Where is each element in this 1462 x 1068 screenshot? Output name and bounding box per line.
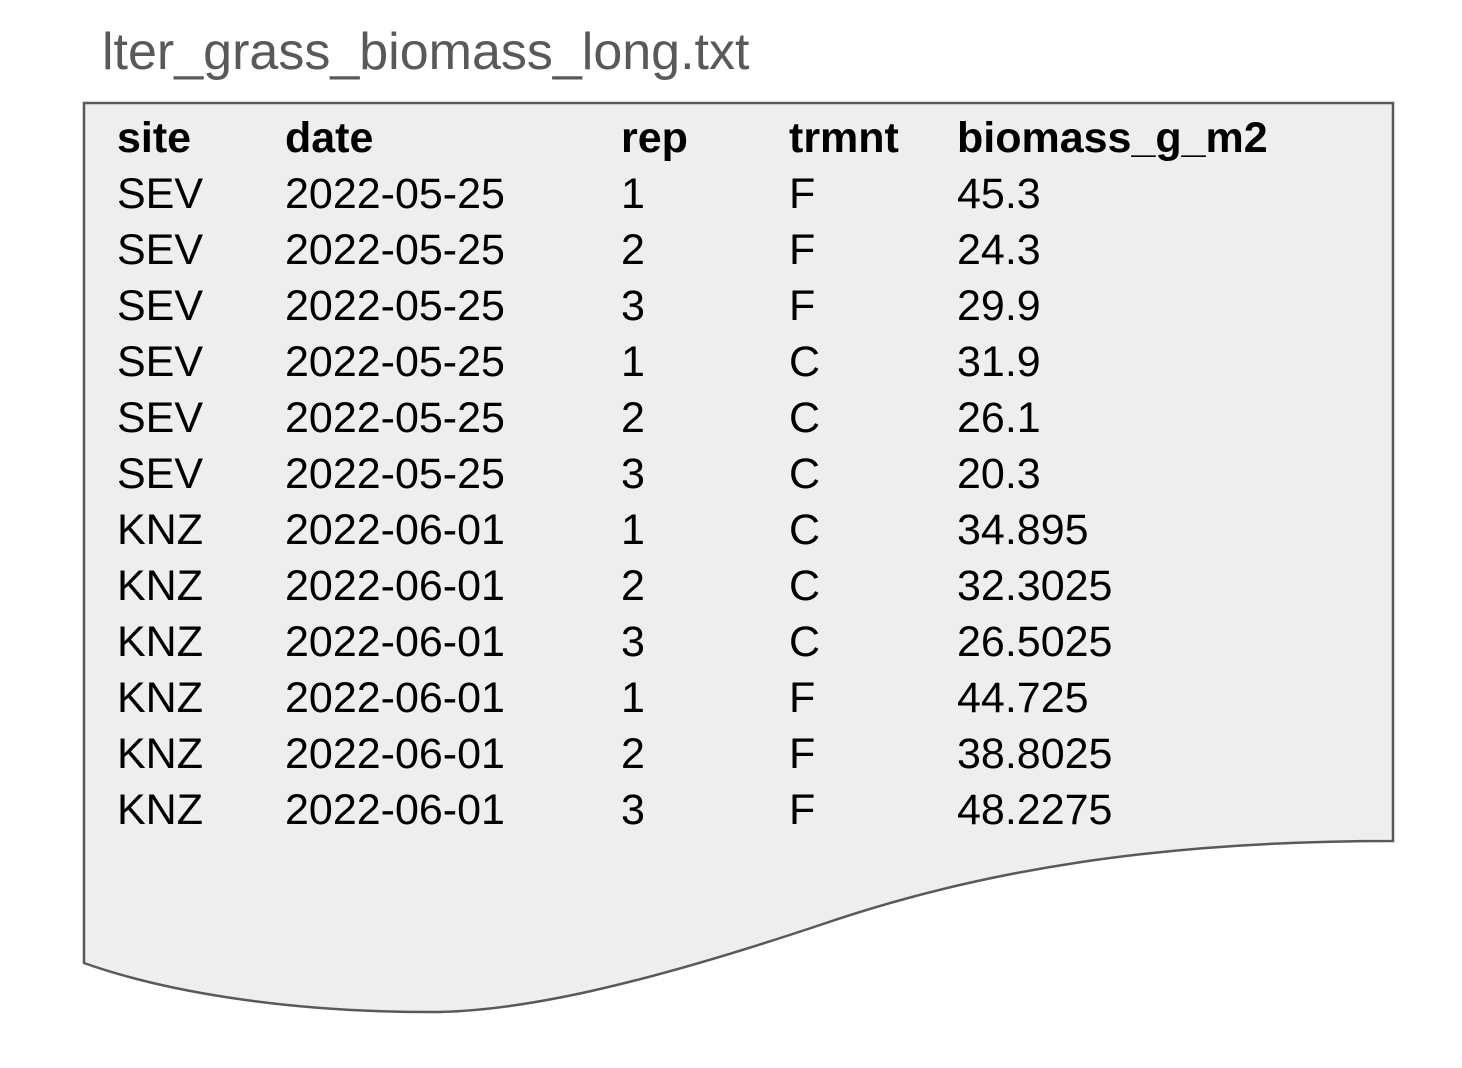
table-cell-trmnt: C (789, 618, 821, 666)
table-cell-site: KNZ (117, 674, 203, 722)
biomass-data-table: site date rep trmnt biomass_g_m2 SEV 2022… (117, 110, 1357, 838)
column-header-date: date (285, 114, 374, 162)
table-cell-rep: 1 (621, 338, 645, 386)
table-cell-date: 2022-06-01 (285, 562, 505, 610)
table-cell-biomass: 20.3 (957, 450, 1041, 498)
table-cell-trmnt: C (789, 562, 821, 610)
table-cell-date: 2022-06-01 (285, 506, 505, 554)
table-row: SEV 2022-05-25 1 C 31.9 (117, 334, 1357, 390)
table-cell-date: 2022-05-25 (285, 170, 505, 218)
table-row: SEV 2022-05-25 1 F 45.3 (117, 166, 1357, 222)
table-row: KNZ 2022-06-01 2 F 38.8025 (117, 726, 1357, 782)
table-cell-biomass: 24.3 (957, 226, 1041, 274)
column-header-biomass: biomass_g_m2 (957, 114, 1268, 162)
table-cell-trmnt: C (789, 338, 821, 386)
table-cell-rep: 1 (621, 674, 645, 722)
table-cell-trmnt: F (789, 786, 816, 834)
table-cell-date: 2022-05-25 (285, 282, 505, 330)
table-cell-date: 2022-05-25 (285, 338, 505, 386)
table-cell-date: 2022-05-25 (285, 394, 505, 442)
table-cell-trmnt: F (789, 674, 816, 722)
table-cell-trmnt: C (789, 450, 821, 498)
table-row: SEV 2022-05-25 2 C 26.1 (117, 390, 1357, 446)
table-cell-biomass: 31.9 (957, 338, 1041, 386)
table-cell-rep: 1 (621, 506, 645, 554)
column-header-rep: rep (621, 114, 688, 162)
table-cell-biomass: 32.3025 (957, 562, 1113, 610)
file-name-title: lter_grass_biomass_long.txt (102, 23, 750, 81)
table-row: KNZ 2022-06-01 3 F 48.2275 (117, 782, 1357, 838)
table-row: KNZ 2022-06-01 3 C 26.5025 (117, 614, 1357, 670)
table-cell-biomass: 26.1 (957, 394, 1041, 442)
table-cell-biomass: 45.3 (957, 170, 1041, 218)
table-cell-site: SEV (117, 170, 204, 218)
table-cell-trmnt: C (789, 506, 821, 554)
table-row: SEV 2022-05-25 2 F 24.3 (117, 222, 1357, 278)
table-cell-date: 2022-05-25 (285, 450, 505, 498)
table-row: KNZ 2022-06-01 2 C 32.3025 (117, 558, 1357, 614)
document-page-outline (82, 101, 1395, 1014)
table-cell-site: KNZ (117, 618, 203, 666)
table-cell-trmnt: F (789, 730, 816, 778)
table-cell-biomass: 34.895 (957, 506, 1089, 554)
table-row: KNZ 2022-06-01 1 C 34.895 (117, 502, 1357, 558)
table-row: SEV 2022-05-25 3 C 20.3 (117, 446, 1357, 502)
table-cell-date: 2022-06-01 (285, 786, 505, 834)
table-cell-site: KNZ (117, 506, 203, 554)
table-cell-date: 2022-06-01 (285, 674, 505, 722)
table-cell-rep: 3 (621, 618, 645, 666)
table-cell-biomass: 29.9 (957, 282, 1041, 330)
table-cell-biomass: 38.8025 (957, 730, 1113, 778)
table-cell-biomass: 26.5025 (957, 618, 1113, 666)
table-cell-site: KNZ (117, 562, 203, 610)
column-header-site: site (117, 114, 192, 162)
table-header-row: site date rep trmnt biomass_g_m2 (117, 110, 1357, 166)
table-cell-date: 2022-05-25 (285, 226, 505, 274)
table-cell-date: 2022-06-01 (285, 618, 505, 666)
table-cell-rep: 2 (621, 226, 645, 274)
table-cell-site: KNZ (117, 786, 203, 834)
table-row: SEV 2022-05-25 3 F 29.9 (117, 278, 1357, 334)
table-cell-site: SEV (117, 282, 204, 330)
table-cell-trmnt: F (789, 226, 816, 274)
table-cell-date: 2022-06-01 (285, 730, 505, 778)
table-cell-site: SEV (117, 450, 204, 498)
table-cell-trmnt: F (789, 282, 816, 330)
table-cell-site: SEV (117, 338, 204, 386)
table-cell-rep: 2 (621, 730, 645, 778)
table-cell-rep: 3 (621, 450, 645, 498)
table-cell-site: SEV (117, 226, 204, 274)
table-cell-rep: 3 (621, 282, 645, 330)
table-cell-rep: 2 (621, 562, 645, 610)
table-cell-biomass: 44.725 (957, 674, 1089, 722)
table-cell-rep: 1 (621, 170, 645, 218)
table-cell-rep: 2 (621, 394, 645, 442)
table-cell-site: SEV (117, 394, 204, 442)
table-cell-trmnt: F (789, 170, 816, 218)
table-cell-rep: 3 (621, 786, 645, 834)
table-cell-biomass: 48.2275 (957, 786, 1113, 834)
table-row: KNZ 2022-06-01 1 F 44.725 (117, 670, 1357, 726)
table-cell-site: KNZ (117, 730, 203, 778)
column-header-trmnt: trmnt (789, 114, 899, 162)
table-cell-trmnt: C (789, 394, 821, 442)
